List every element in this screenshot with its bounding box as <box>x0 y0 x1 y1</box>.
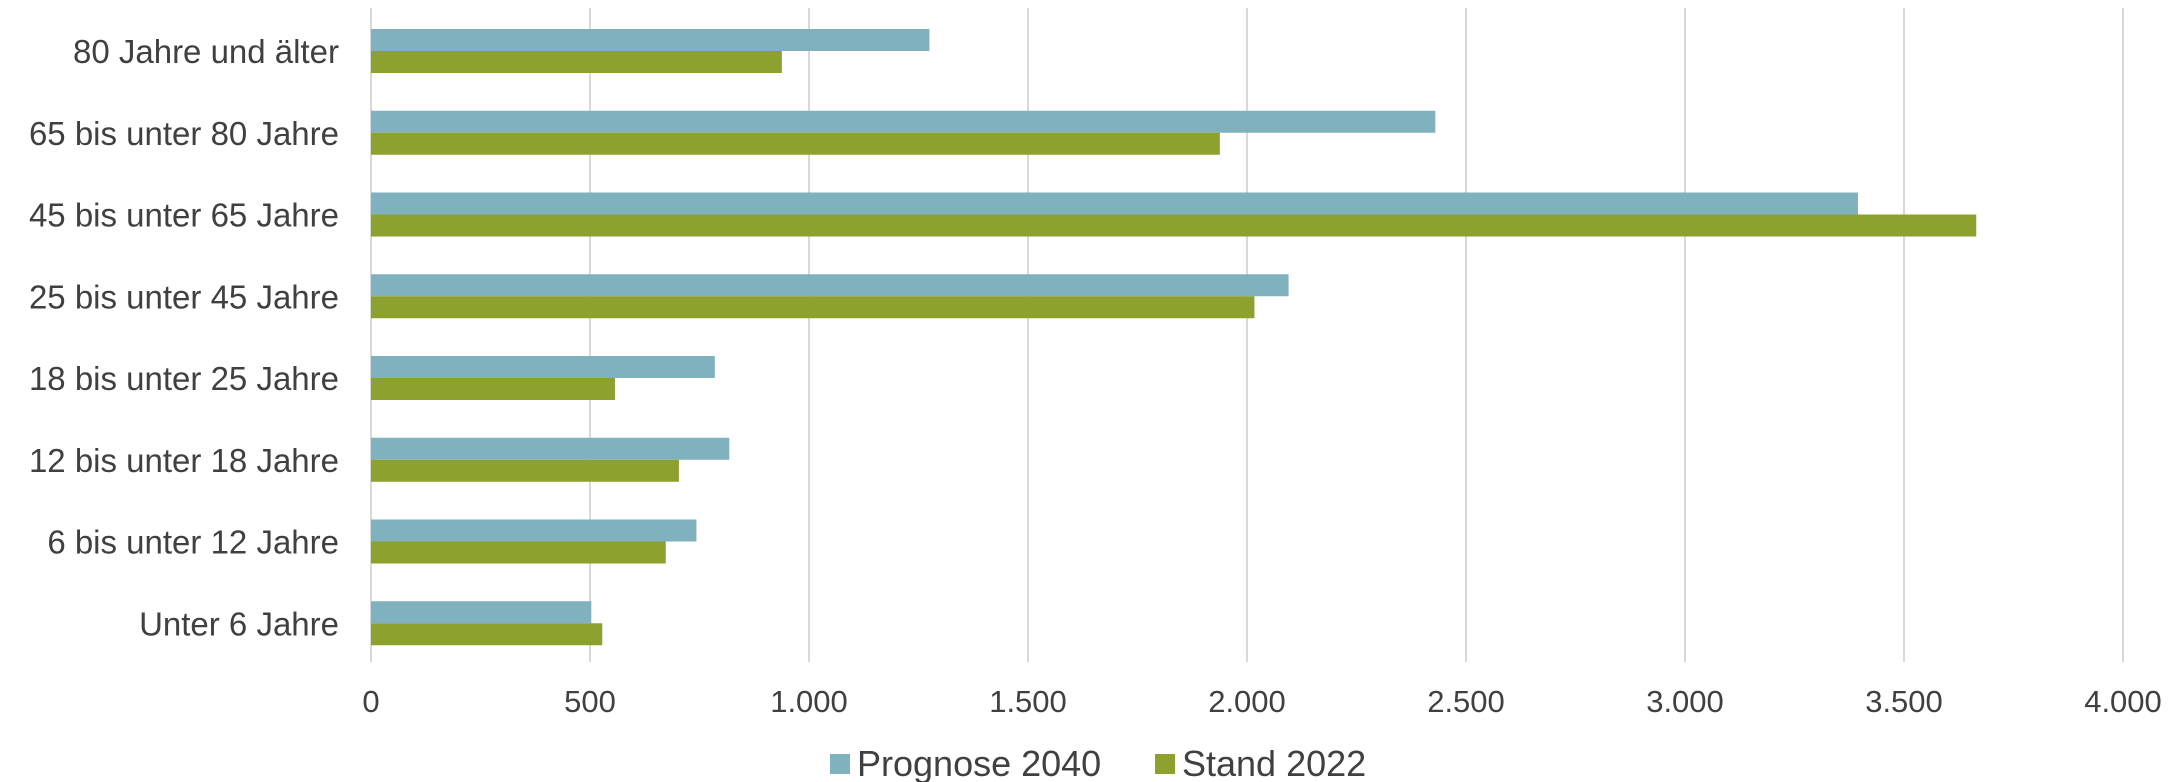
category-label: 6 bis unter 12 Jahre <box>47 524 339 561</box>
x-tick-label: 500 <box>564 684 616 719</box>
bar-prognose-2040 <box>371 601 592 624</box>
grid-layer <box>370 8 2124 662</box>
bar-stand-2022 <box>371 51 782 73</box>
bar-prognose-2040 <box>371 437 730 460</box>
bar-stand-2022 <box>371 378 615 400</box>
x-tick-label: 2.000 <box>1208 684 1286 719</box>
category-label: 18 bis unter 25 Jahre <box>29 360 339 397</box>
bar-prognose-2040 <box>371 274 1289 297</box>
bar-stand-2022 <box>371 132 1220 155</box>
legend-label-prognose-2040: Prognose 2040 <box>857 743 1101 782</box>
bar-prognose-2040 <box>371 519 697 542</box>
bar-stand-2022 <box>371 214 1977 237</box>
bar-prognose-2040 <box>371 29 930 51</box>
legend-swatch-prognose-2040 <box>830 754 850 774</box>
x-tick-label: 1.000 <box>770 684 848 719</box>
x-tick-label: 4.000 <box>2084 684 2162 719</box>
bar-stand-2022 <box>371 459 679 482</box>
x-tick-label: 1.500 <box>989 684 1067 719</box>
bar-stand-2022 <box>371 296 1255 319</box>
bars-layer <box>371 29 1977 646</box>
x-tick-label: 0 <box>362 684 379 719</box>
legend-label-stand-2022: Stand 2022 <box>1182 743 1366 782</box>
x-axis-tick-labels: 0 500 1.000 1.500 2.000 2.500 3.000 3.500 4.000 <box>362 684 2161 719</box>
legend: Prognose 2040 Stand 2022 <box>830 743 1366 782</box>
x-tick-label: 3.500 <box>1865 684 1943 719</box>
category-label: 12 bis unter 18 Jahre <box>29 442 339 479</box>
bar-stand-2022 <box>371 541 666 564</box>
category-labels: 80 Jahre und älter 65 bis unter 80 Jahre 4… <box>29 33 339 642</box>
category-label: 25 bis unter 45 Jahre <box>29 278 339 315</box>
legend-swatch-stand-2022 <box>1155 754 1175 774</box>
bar-prognose-2040 <box>371 192 1859 215</box>
bar-stand-2022 <box>371 623 603 646</box>
category-label: 65 bis unter 80 Jahre <box>29 115 339 152</box>
x-tick-label: 3.000 <box>1646 684 1724 719</box>
category-label: 80 Jahre und älter <box>73 33 339 70</box>
bar-prognose-2040 <box>371 110 1436 133</box>
category-label: 45 bis unter 65 Jahre <box>29 197 339 234</box>
category-label: Unter 6 Jahre <box>139 605 339 642</box>
bar-prognose-2040 <box>371 356 715 378</box>
x-tick-label: 2.500 <box>1427 684 1505 719</box>
